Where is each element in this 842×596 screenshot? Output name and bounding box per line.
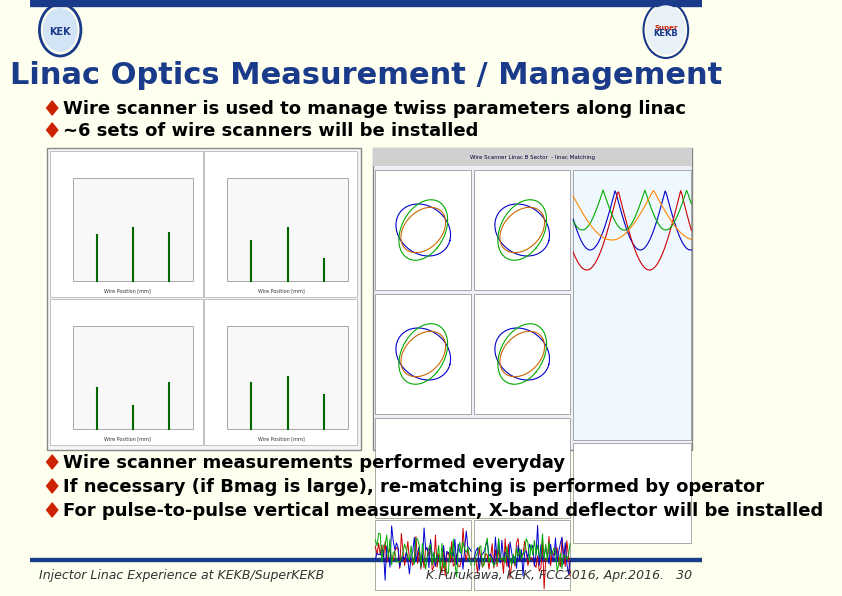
- Bar: [376, 294, 472, 414]
- Text: Super: Super: [654, 25, 678, 31]
- Circle shape: [43, 8, 77, 52]
- Bar: [376, 170, 472, 290]
- Text: Wire Scanner Linac B Sector  - linac Matching: Wire Scanner Linac B Sector - linac Matc…: [470, 154, 595, 160]
- Bar: [47, 148, 361, 450]
- Bar: [474, 170, 570, 290]
- Polygon shape: [46, 479, 58, 493]
- Text: Wire scanner measurements performed everyday: Wire scanner measurements performed ever…: [63, 454, 566, 472]
- Bar: [376, 418, 570, 518]
- Bar: [227, 178, 348, 281]
- Text: Wire Position [mm]: Wire Position [mm]: [104, 436, 151, 442]
- Bar: [373, 148, 692, 450]
- Bar: [29, 558, 701, 561]
- Polygon shape: [46, 503, 58, 517]
- Bar: [29, 0, 701, 6]
- Text: KEK: KEK: [50, 27, 71, 37]
- Bar: [573, 170, 691, 440]
- Text: KEKB: KEKB: [653, 29, 678, 39]
- Text: ~6 sets of wire scanners will be installed: ~6 sets of wire scanners will be install…: [63, 122, 479, 140]
- Bar: [573, 443, 691, 543]
- Bar: [73, 178, 194, 281]
- Bar: [205, 151, 357, 297]
- Text: If necessary (if Bmag is large), re-matching is performed by operator: If necessary (if Bmag is large), re-matc…: [63, 478, 765, 496]
- Bar: [50, 299, 203, 445]
- Text: Wire Position [mm]: Wire Position [mm]: [258, 436, 305, 442]
- Text: Linac Optics Measurement / Management: Linac Optics Measurement / Management: [9, 61, 722, 89]
- Bar: [227, 325, 348, 429]
- Text: Wire Position [mm]: Wire Position [mm]: [104, 288, 151, 293]
- Text: For pulse-to-pulse vertical measurement, X-band deflector will be installed: For pulse-to-pulse vertical measurement,…: [63, 502, 823, 520]
- Bar: [474, 520, 570, 590]
- Polygon shape: [46, 101, 58, 115]
- Text: Wire Position [mm]: Wire Position [mm]: [258, 288, 305, 293]
- Text: K.Furukawa, KEK, FCC2016, Apr.2016.   30: K.Furukawa, KEK, FCC2016, Apr.2016. 30: [426, 570, 692, 582]
- Polygon shape: [46, 123, 58, 137]
- Bar: [205, 299, 357, 445]
- Polygon shape: [46, 455, 58, 469]
- Bar: [474, 294, 570, 414]
- Bar: [50, 151, 203, 297]
- Circle shape: [647, 6, 685, 54]
- Text: Wire scanner is used to manage twiss parameters along linac: Wire scanner is used to manage twiss par…: [63, 100, 686, 118]
- Bar: [73, 325, 194, 429]
- Bar: [373, 148, 692, 166]
- Text: Injector Linac Experience at KEKB/SuperKEKB: Injector Linac Experience at KEKB/SuperK…: [40, 570, 325, 582]
- Bar: [376, 520, 472, 590]
